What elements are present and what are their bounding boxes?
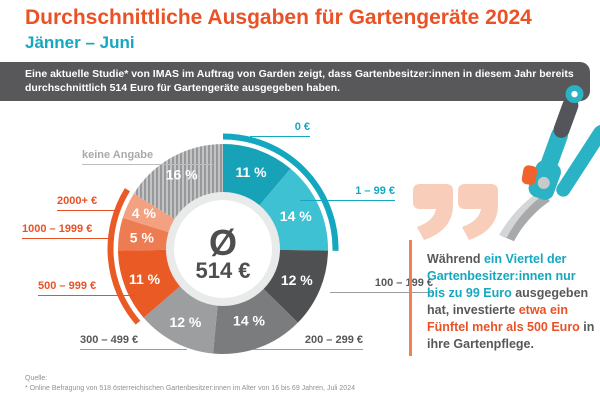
slice-label-100-199-euro: 100 – 199 € (330, 277, 433, 293)
slice-label-500-999-euro: 500 – 999 € (38, 280, 138, 296)
quote-segment: etwa ein Fünftel mehr als 500 Euro (427, 303, 580, 334)
source-label: Quelle: (25, 375, 48, 382)
source-text: * Online Befragung von 518 österreichisc… (25, 385, 355, 392)
pie-percent-label-8: 16 % (166, 167, 198, 183)
slice-label-1-99-euro: 1 – 99 € (300, 185, 395, 201)
intro-banner: Eine aktuelle Studie* von IMAS im Auftra… (0, 62, 590, 101)
pruning-shears-icon (499, 85, 600, 242)
quote-segment: in ihre Gartenpflege. (427, 320, 595, 351)
slice-label-0-euro: 0 € (250, 121, 310, 137)
pie-percent-label-2: 12 % (281, 272, 313, 288)
center-average-symbol: Ø (209, 222, 237, 263)
slice-label-1000-1999-euro: 1000 – 1999 € (22, 223, 113, 239)
quote-segment: Während (427, 252, 484, 266)
quote-marks-icon (413, 184, 498, 240)
pie-percent-label-0: 11 % (235, 164, 267, 180)
pie-percent-label-6: 5 % (130, 229, 155, 245)
intro-banner-line1: Eine aktuelle Studie* von IMAS im Auftra… (25, 68, 574, 80)
highlight-arc-1 (107, 188, 141, 325)
pie-percent-label-7: 4 % (132, 205, 157, 221)
pie-percent-label-5: 11 % (129, 271, 161, 287)
slice-label-2000-plus-euro: 2000+ € (57, 195, 119, 211)
pie-percent-label-3: 14 % (233, 312, 265, 328)
quote-text: Während ein Viertel der Gartenbesitzer:i… (427, 251, 595, 353)
quote-segment: ausgegeben hat, investierte (427, 286, 589, 317)
slice-label-200-299-euro: 200 – 299 € (253, 334, 363, 350)
highlight-arc-0 (222, 133, 339, 251)
center-average-value: 514 € (195, 258, 250, 283)
donut-hole (174, 200, 272, 298)
slice-label-keine-angabe: keine Angabe (82, 149, 213, 165)
page-subtitle: Jänner – Juni (25, 33, 135, 52)
intro-banner-line2: durchschnittlich 514 Euro für Gartengerä… (25, 81, 341, 94)
page-title: Durchschnittliche Ausgaben für Gartenger… (25, 6, 532, 29)
slice-label-300-499-euro: 300 – 499 € (80, 334, 187, 350)
quote-segment: ein Viertel der Gartenbesitzer:innen nur… (427, 252, 576, 300)
pie-percent-label-4: 12 % (169, 314, 201, 330)
quote-rule (409, 240, 412, 356)
pie-percent-label-1: 14 % (280, 208, 312, 224)
